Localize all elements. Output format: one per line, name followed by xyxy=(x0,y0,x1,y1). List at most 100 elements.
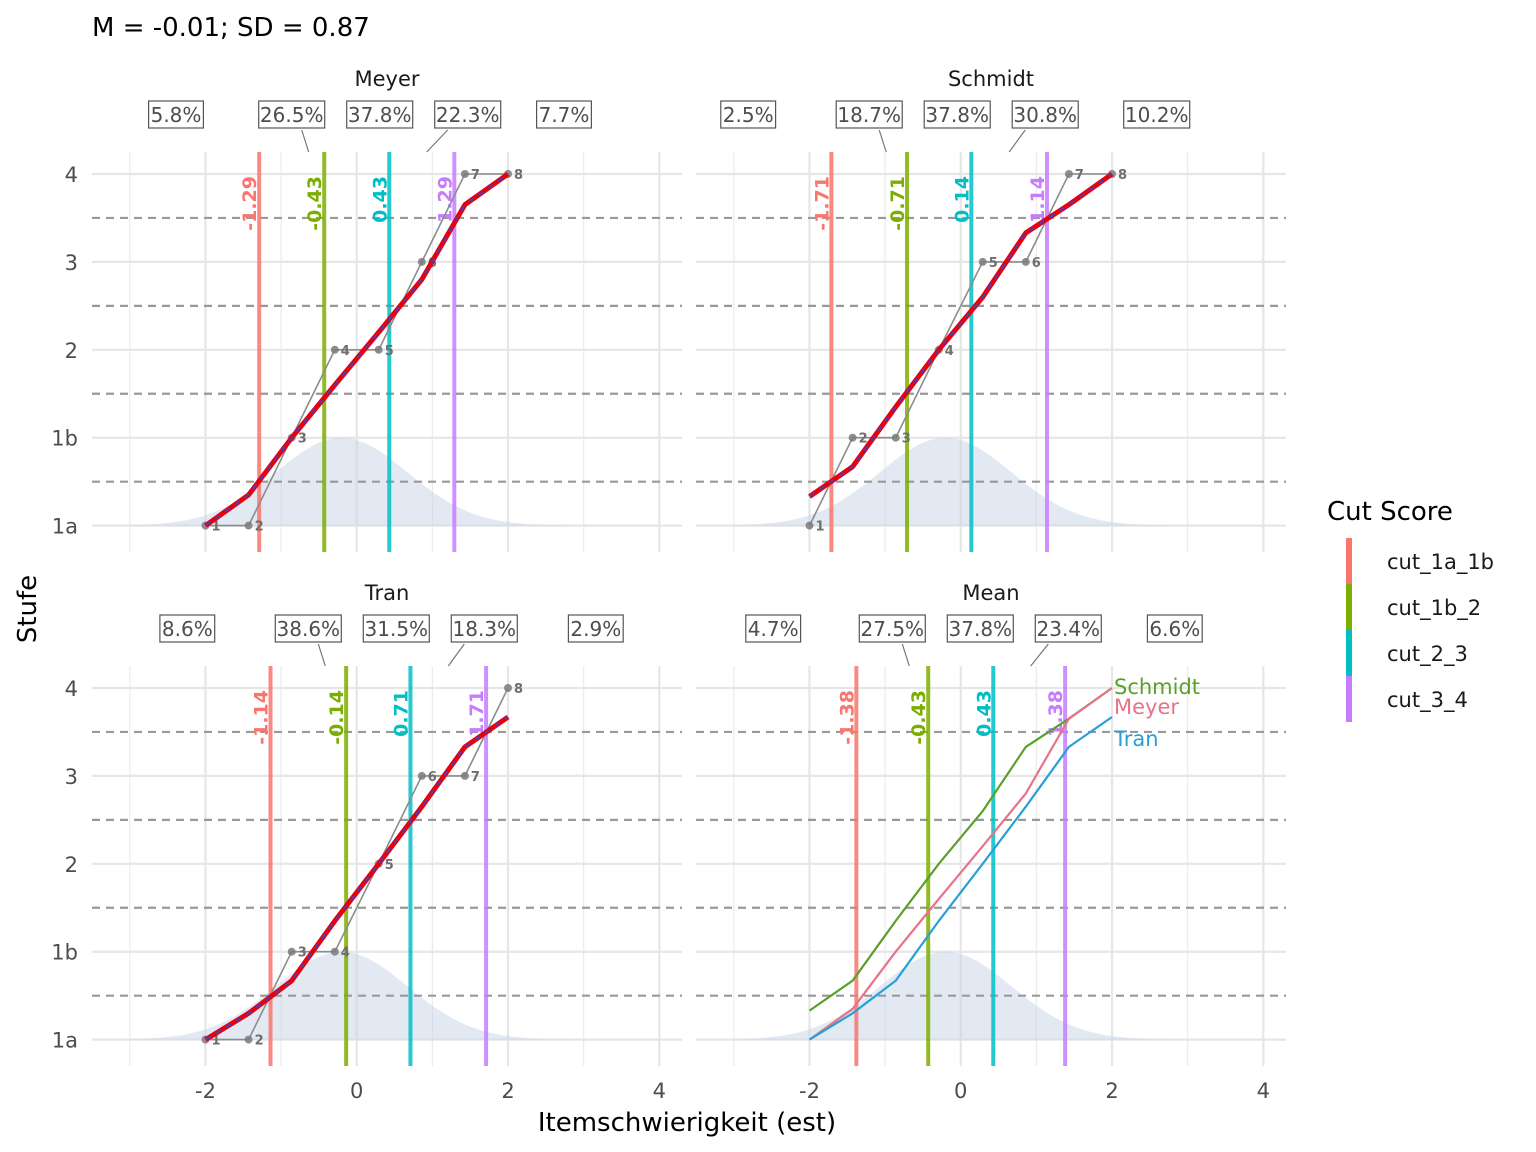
item-point xyxy=(978,257,987,266)
item-id-label: 8 xyxy=(514,682,523,697)
facet-panel-tran: Tran -1.14 -0.14 0.71 1.71 8.6% 38.6% 31.5% 18.3… xyxy=(51,581,682,1103)
cut-value-label: -1.38 xyxy=(836,690,858,745)
cut-value-label: 0.14 xyxy=(951,176,973,223)
cut-value-label: 0.71 xyxy=(390,690,412,737)
cut-value-label: -1.29 xyxy=(239,176,261,231)
percent-label-box xyxy=(159,614,216,643)
percent-label: 7.7% xyxy=(539,103,590,127)
percent-label-box xyxy=(923,100,991,129)
item-point xyxy=(460,170,469,178)
y-tick-label: 1b xyxy=(51,427,78,451)
percent-label: 37.8% xyxy=(925,103,989,127)
percent-label-box xyxy=(148,100,205,129)
legend-key-cut_3_4 xyxy=(1346,676,1352,722)
fitted-line-dashed xyxy=(808,173,1113,498)
item-id-label: 5 xyxy=(385,344,394,359)
rater-line-label: Tran xyxy=(1113,727,1159,751)
legend-key-cut_2_3 xyxy=(1346,630,1352,676)
legend-entry-label: cut_1b_2 xyxy=(1387,596,1481,621)
legend-entry-label: cut_3_4 xyxy=(1387,688,1468,713)
fitted-line-dashed xyxy=(204,173,509,527)
item-id-label: 7 xyxy=(471,770,480,785)
rater-line-tran xyxy=(808,716,1113,1041)
cut-value-label: -0.14 xyxy=(326,690,348,745)
percent-label: 2.5% xyxy=(723,103,774,127)
item-id-label: 3 xyxy=(298,946,307,961)
observed-item-line xyxy=(205,173,508,527)
item-id-label: 2 xyxy=(255,1034,264,1049)
item-point xyxy=(330,947,339,956)
percent-label-box xyxy=(450,614,518,643)
item-id-label: 3 xyxy=(902,432,911,447)
x-tick-label: 0 xyxy=(350,1079,363,1103)
item-id-label: 1 xyxy=(212,1034,221,1049)
percent-label: 10.2% xyxy=(1125,103,1189,127)
x-tick-label: 2 xyxy=(1105,1079,1118,1103)
cut-value-label: -1.71 xyxy=(811,176,833,231)
cut-value-label: -0.71 xyxy=(887,176,909,231)
item-point xyxy=(848,433,857,442)
percent-label: 18.7% xyxy=(837,103,901,127)
y-axis-label: Stufe xyxy=(13,575,43,643)
cut-value-label: -0.43 xyxy=(304,176,326,231)
item-point xyxy=(330,345,339,354)
percent-label-box xyxy=(1011,100,1079,129)
y-tick-label: 4 xyxy=(65,163,78,187)
percent-label-box xyxy=(1123,100,1191,129)
item-id-label: 4 xyxy=(341,344,350,359)
panel-strip-title: Mean xyxy=(962,581,1019,605)
percent-label-box xyxy=(346,100,414,129)
item-point xyxy=(504,684,512,692)
x-tick-label: 2 xyxy=(501,1079,514,1103)
facet-panel-meyer: Meyer -1.29 -0.43 0.43 1.29 5.8% 26.5% 37.8% 22.… xyxy=(51,67,682,552)
rater-line-meyer xyxy=(808,687,1113,1041)
percent-label-box xyxy=(274,614,342,643)
percent-label: 37.8% xyxy=(348,103,412,127)
percent-label-box xyxy=(946,614,1014,643)
percent-leader-line xyxy=(317,643,326,667)
cut-value-label: -0.43 xyxy=(908,690,930,745)
rater-line-schmidt xyxy=(808,687,1113,1012)
y-tick-label: 3 xyxy=(65,251,78,275)
rater-line-label: Schmidt xyxy=(1114,675,1200,699)
percent-label-box xyxy=(720,100,777,129)
item-point xyxy=(374,345,383,354)
item-id-label: 3 xyxy=(298,432,307,447)
percent-leader-line xyxy=(426,129,449,153)
percent-label: 22.3% xyxy=(436,103,500,127)
percent-leader-line xyxy=(447,643,465,667)
percent-leader-line xyxy=(1030,643,1049,667)
percent-label: 27.5% xyxy=(861,617,925,641)
percent-leader-line xyxy=(1008,129,1026,153)
legend-title: Cut Score xyxy=(1327,497,1453,527)
x-tick-label: 4 xyxy=(653,1079,666,1103)
percent-label-box xyxy=(745,614,802,643)
observed-item-line xyxy=(808,173,1112,526)
item-point xyxy=(891,433,900,442)
item-point xyxy=(1021,257,1030,266)
panel-strip-title: Tran xyxy=(364,581,410,605)
x-tick-label: -2 xyxy=(799,1079,820,1103)
percent-label: 4.7% xyxy=(748,617,799,641)
item-point xyxy=(417,257,426,266)
item-id-label: 4 xyxy=(945,344,954,359)
percent-label-box xyxy=(434,100,502,129)
item-id-label: 6 xyxy=(1032,256,1041,271)
percent-label: 5.8% xyxy=(151,103,202,127)
percent-label: 31.5% xyxy=(365,617,429,641)
item-id-label: 5 xyxy=(385,858,394,873)
legend-entry-label: cut_2_3 xyxy=(1387,642,1468,667)
cut-value-label: 0.43 xyxy=(973,690,995,737)
facet-panels: Meyer-1.29 -0.43 0.43 1.295.8% 26.5% 37.8% 22.… xyxy=(51,67,1286,1103)
legend: Cut Score cut_1a_1b cut_1b_2 cut_2_3 cut_3_… xyxy=(1327,497,1494,722)
cut-value-label: -1.14 xyxy=(251,690,273,745)
item-id-label: 4 xyxy=(341,946,350,961)
item-id-label: 1 xyxy=(212,520,221,535)
percent-label: 8.6% xyxy=(162,617,213,641)
cut-value-label: 1.38 xyxy=(1045,690,1067,737)
percent-label: 6.6% xyxy=(1149,617,1200,641)
facet-panel-schmidt: Schmidt -1.71 -0.71 0.14 1.14 2.5% 18.7% 37.8% 3… xyxy=(696,67,1286,552)
item-point xyxy=(805,521,814,530)
cut-value-label: 1.29 xyxy=(434,176,456,223)
